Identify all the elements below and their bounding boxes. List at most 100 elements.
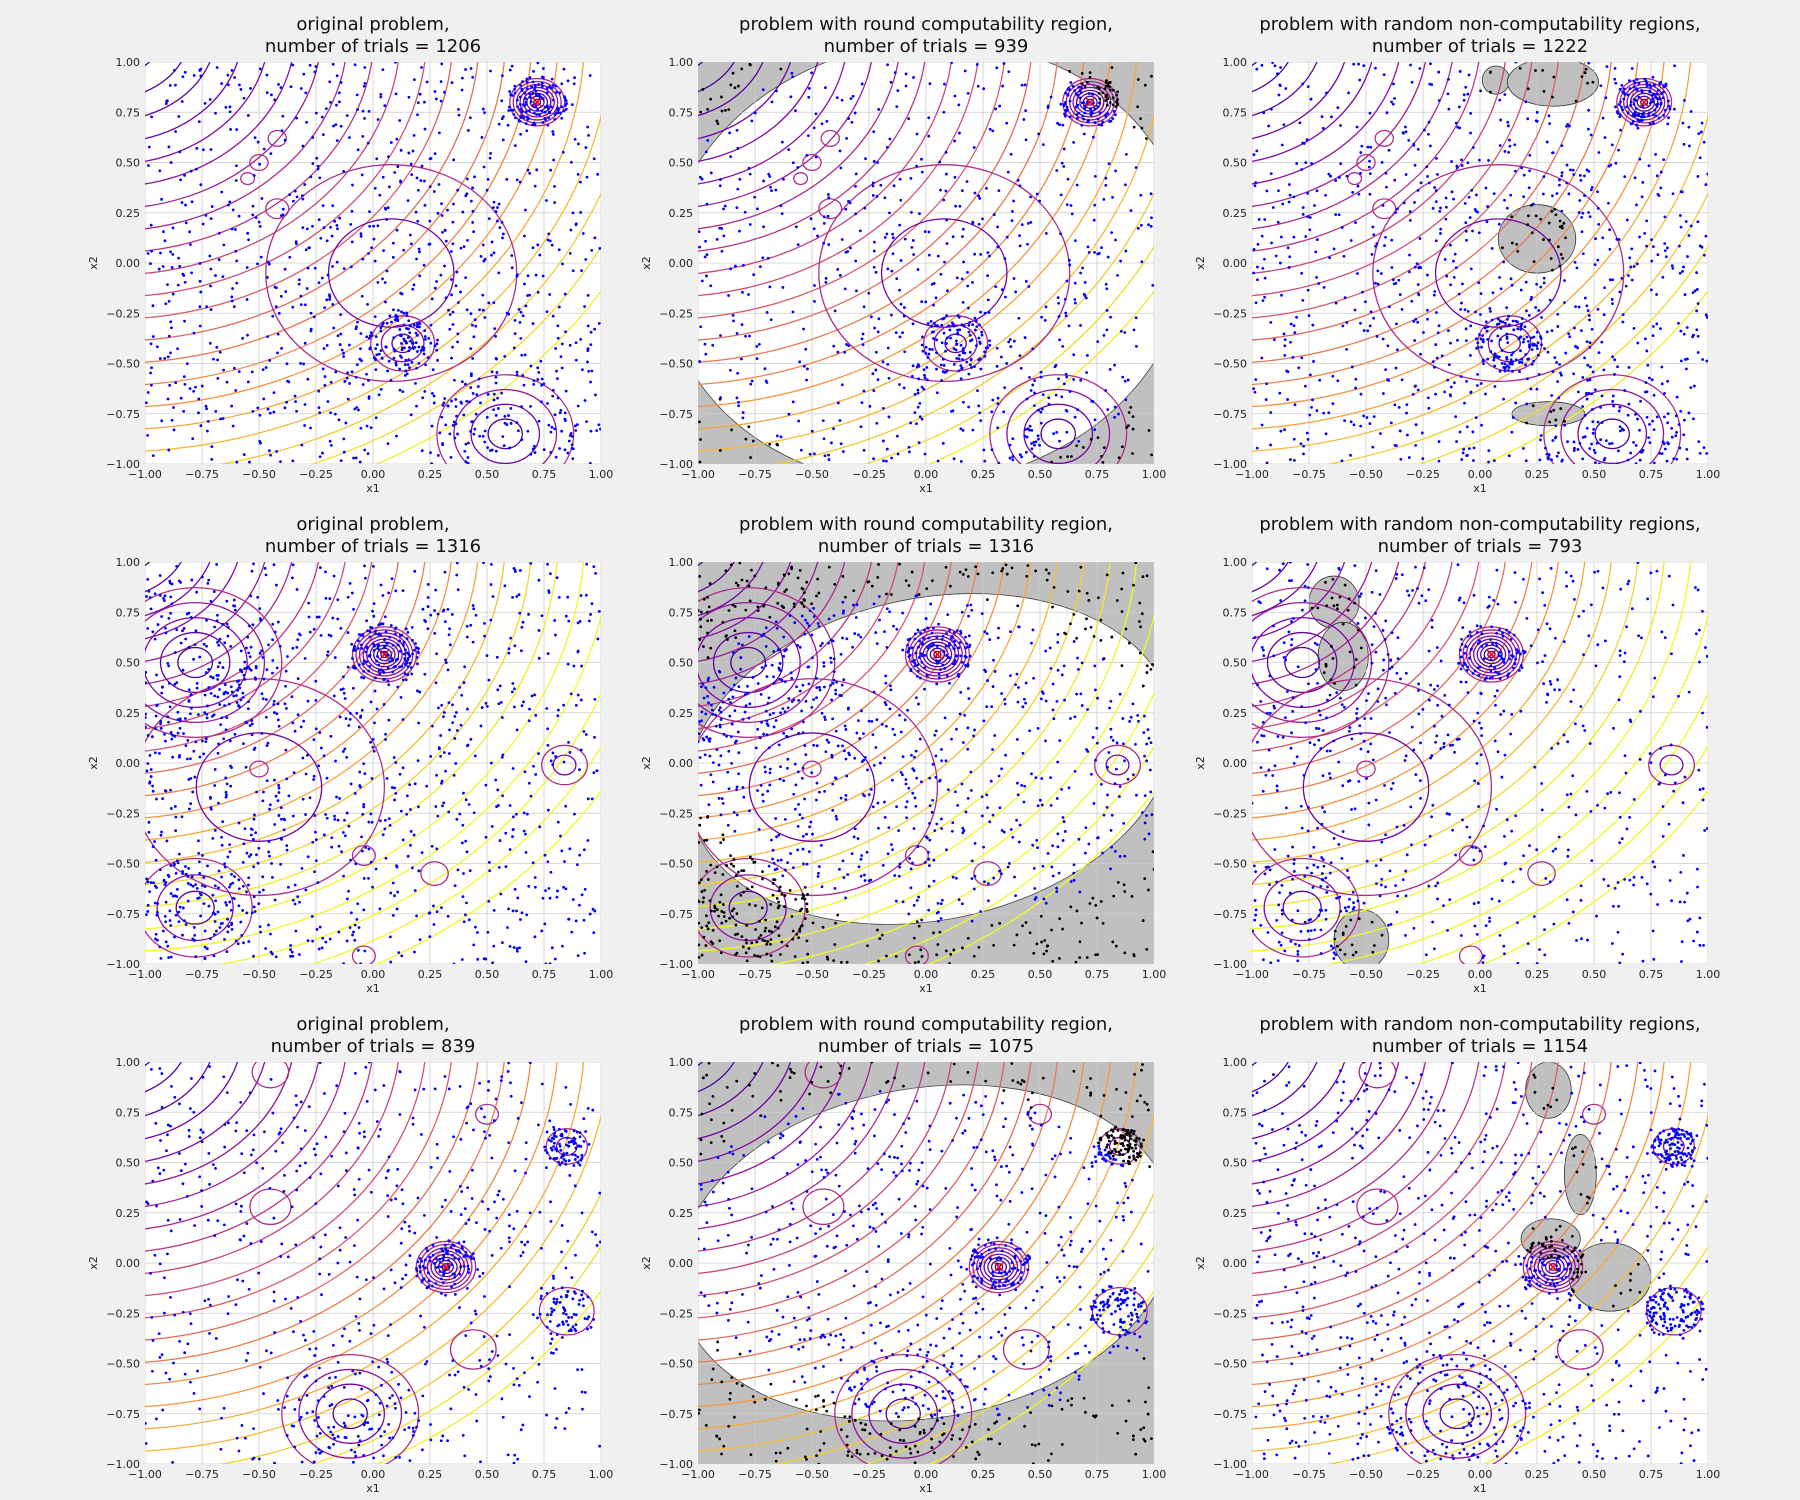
chart-3-contour-5 <box>1374 129 1395 147</box>
chart-9-contour-8 <box>1358 1062 1397 1089</box>
chart-7-ytick-7: 0.50 <box>116 1157 141 1170</box>
chart-6-contour-9 <box>1458 945 1483 964</box>
chart-2-ytick-1: −1.00 <box>659 458 693 471</box>
chart-5-ytick-2: −0.75 <box>659 908 693 921</box>
chart-2-ytick-6: 0.25 <box>669 207 694 220</box>
chart-4-xtick-3: −0.50 <box>242 968 276 981</box>
chart-5-contour-3 <box>698 678 939 897</box>
chart-1-ylabel: x2 <box>87 256 100 270</box>
chart-9-ytick-4: −0.25 <box>1213 1307 1247 1320</box>
chart-8-ytick-9: 1.00 <box>669 1056 694 1069</box>
chart-6-xtick-5: 0.00 <box>1468 968 1493 981</box>
chart-3-xtick-1: −1.00 <box>1235 468 1269 481</box>
chart-9-contour-6 <box>1581 1103 1607 1125</box>
chart-2-contour-4 <box>923 315 989 372</box>
chart-4-contour-2 <box>145 587 283 738</box>
chart-1-contour-1 <box>509 77 566 127</box>
chart-8-contour-8 <box>804 1062 843 1089</box>
chart-9-xlabel: x1 <box>1473 1482 1487 1495</box>
chart-9-trial-points <box>1252 1062 1708 1464</box>
chart-6-title-line2: number of trials = 793 <box>1378 536 1583 557</box>
chart-4-title-line2: number of trials = 1316 <box>265 536 481 557</box>
chart-4-ytick-9: 1.00 <box>116 556 141 569</box>
chart-7-ytick-3: −0.50 <box>106 1358 140 1371</box>
chart-5-xtick-8: 0.75 <box>1085 968 1110 981</box>
chart-4: original problem,number of trials = 1316… <box>87 514 614 995</box>
chart-4-ytick-1: −1.00 <box>106 958 140 971</box>
chart-7-ytick-5: 0.00 <box>116 1257 141 1270</box>
chart-2-ytick-5: 0.00 <box>669 257 694 270</box>
chart-1-grid <box>145 62 601 464</box>
chart-9-xtick-7: 0.50 <box>1582 1468 1607 1481</box>
chart-4-xtick-9: 1.00 <box>589 968 614 981</box>
chart-8-xtick-9: 1.00 <box>1142 1468 1167 1481</box>
chart-9-non-computable-region-4 <box>1568 1242 1652 1312</box>
chart-7-xtick-9: 1.00 <box>589 1468 614 1481</box>
chart-3-ylabel: x2 <box>1194 256 1207 270</box>
chart-5-contour-5 <box>1094 744 1141 786</box>
chart-7-xtick-2: −0.75 <box>185 1468 219 1481</box>
chart-5-ytick-8: 0.75 <box>669 606 694 619</box>
chart-3-ytick-3: −0.50 <box>1213 358 1247 371</box>
chart-9-contour-5 <box>1556 1329 1604 1370</box>
chart-3-ytick-5: 0.00 <box>1223 257 1248 270</box>
chart-6-ylabel: x2 <box>1194 756 1207 770</box>
chart-8-ytick-6: 0.25 <box>669 1207 694 1220</box>
chart-6-ytick-6: 0.25 <box>1223 707 1248 720</box>
chart-1-xtick-3: −0.50 <box>242 468 276 481</box>
chart-9-xtick-5: 0.00 <box>1468 1468 1493 1481</box>
chart-9-ytick-5: 0.00 <box>1223 1257 1248 1270</box>
chart-3-xtick-7: 0.50 <box>1582 468 1607 481</box>
chart-9-xtick-2: −0.75 <box>1292 1468 1326 1481</box>
chart-8-ytick-3: −0.50 <box>659 1358 693 1371</box>
chart-1-optimum-marker <box>532 97 542 107</box>
chart-7-ytick-8: 0.75 <box>116 1106 141 1119</box>
chart-7-optimum-marker <box>441 1262 451 1272</box>
chart-5-region-boundary <box>698 593 1154 925</box>
chart-9-xtick-3: −0.50 <box>1349 1468 1383 1481</box>
chart-4-contour-8 <box>420 861 449 887</box>
chart-7-contour-6 <box>474 1103 500 1125</box>
chart-8-ytick-7: 0.50 <box>669 1157 694 1170</box>
chart-6-ytick-4: −0.25 <box>1213 807 1247 820</box>
chart-8-xtick-3: −0.50 <box>795 1468 829 1481</box>
chart-9: problem with random non-computability re… <box>1194 1014 1720 1495</box>
chart-8-contour-5 <box>1002 1329 1050 1370</box>
chart-5-trial-points <box>698 562 1154 964</box>
chart-1-xtick-7: 0.50 <box>475 468 500 481</box>
chart-1-ytick-1: −1.00 <box>106 458 140 471</box>
chart-7-xtick-4: −0.25 <box>299 1468 333 1481</box>
chart-3-xlabel: x1 <box>1473 482 1487 495</box>
chart-6-contour-6 <box>1356 760 1376 778</box>
chart-1-contour-3 <box>436 374 575 464</box>
chart-7-contour-2 <box>281 1354 420 1464</box>
chart-5-ytick-6: 0.25 <box>669 707 694 720</box>
chart-3-xtick-2: −0.75 <box>1292 468 1326 481</box>
chart-8-ytick-1: −1.00 <box>659 1458 693 1471</box>
chart-2-xlabel: x1 <box>919 482 933 495</box>
chart-5-ylabel: x2 <box>640 756 653 770</box>
chart-1-contour-7 <box>240 172 256 186</box>
chart-8-xtick-7: 0.50 <box>1028 1468 1053 1481</box>
chart-6-contour-4 <box>1252 857 1360 958</box>
chart-7-xtick-3: −0.50 <box>242 1468 276 1481</box>
chart-5-ytick-5: 0.00 <box>669 757 694 770</box>
chart-1-ytick-3: −0.50 <box>106 358 140 371</box>
chart-9-ytick-6: 0.25 <box>1223 1207 1248 1220</box>
chart-3-contour-7 <box>1347 172 1363 186</box>
chart-6-ytick-9: 1.00 <box>1223 556 1248 569</box>
chart-9-contour-7 <box>1356 1188 1399 1226</box>
chart-5-ytick-4: −0.25 <box>659 807 693 820</box>
chart-1-ytick-8: 0.75 <box>116 106 141 119</box>
chart-8-contour-7 <box>802 1188 845 1226</box>
chart-4-contour-3 <box>145 678 386 897</box>
chart-2-ytick-9: 1.00 <box>669 56 694 69</box>
chart-4-xtick-4: −0.25 <box>299 968 333 981</box>
chart-5-ytick-1: −1.00 <box>659 958 693 971</box>
chart-6-contour-3 <box>1252 678 1493 897</box>
chart-4-contour-9 <box>351 945 376 964</box>
chart-9-ytick-9: 1.00 <box>1223 1056 1248 1069</box>
chart-5-ytick-3: −0.50 <box>659 858 693 871</box>
chart-2-xtick-6: 0.25 <box>971 468 996 481</box>
chart-3-xtick-5: 0.00 <box>1468 468 1493 481</box>
